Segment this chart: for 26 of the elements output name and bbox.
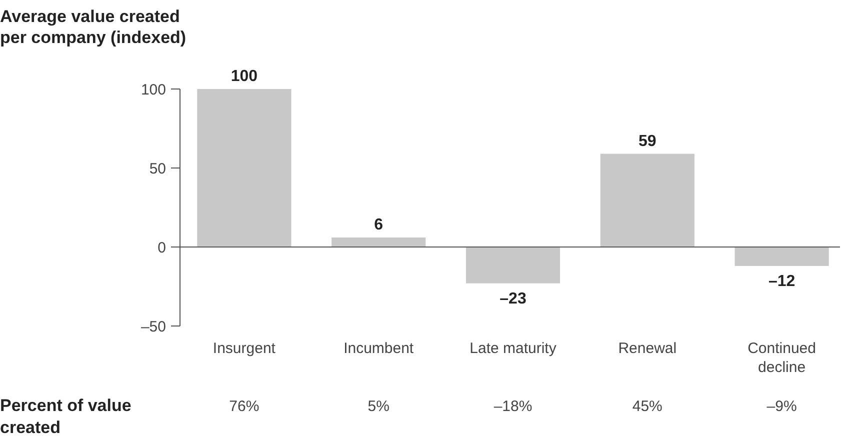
- data-label: –12: [768, 272, 796, 290]
- text: 76%: [229, 398, 260, 415]
- x-tick-label: Incumbent: [344, 340, 414, 357]
- text: –9%: [766, 398, 797, 415]
- x-tick-label: Continued decline: [748, 340, 816, 376]
- data-label: 6: [374, 216, 384, 234]
- x-tick-label: Late maturity: [470, 340, 557, 357]
- y-axis-title: Average value created per company (indexed): [0, 7, 186, 47]
- bar: [197, 89, 292, 247]
- bar: [734, 247, 829, 266]
- bar: [466, 247, 560, 284]
- y-tick-label: 100: [140, 81, 166, 98]
- bar: [332, 238, 426, 247]
- text: 45%: [632, 398, 662, 415]
- y-tick-label: 0: [158, 239, 166, 256]
- x-tick-label: Renewal: [618, 340, 677, 357]
- x-tick-label: Insurgent: [212, 340, 276, 357]
- data-label: 59: [638, 132, 656, 150]
- bar: [600, 154, 694, 247]
- y-tick-label: –50: [140, 318, 166, 336]
- text: Percent of value created: [0, 396, 132, 437]
- text: 5%: [368, 398, 390, 415]
- data-label: 100: [230, 68, 258, 85]
- text: –18%: [494, 398, 532, 415]
- data-label: –23: [500, 290, 526, 308]
- y-tick-label: 50: [149, 160, 166, 178]
